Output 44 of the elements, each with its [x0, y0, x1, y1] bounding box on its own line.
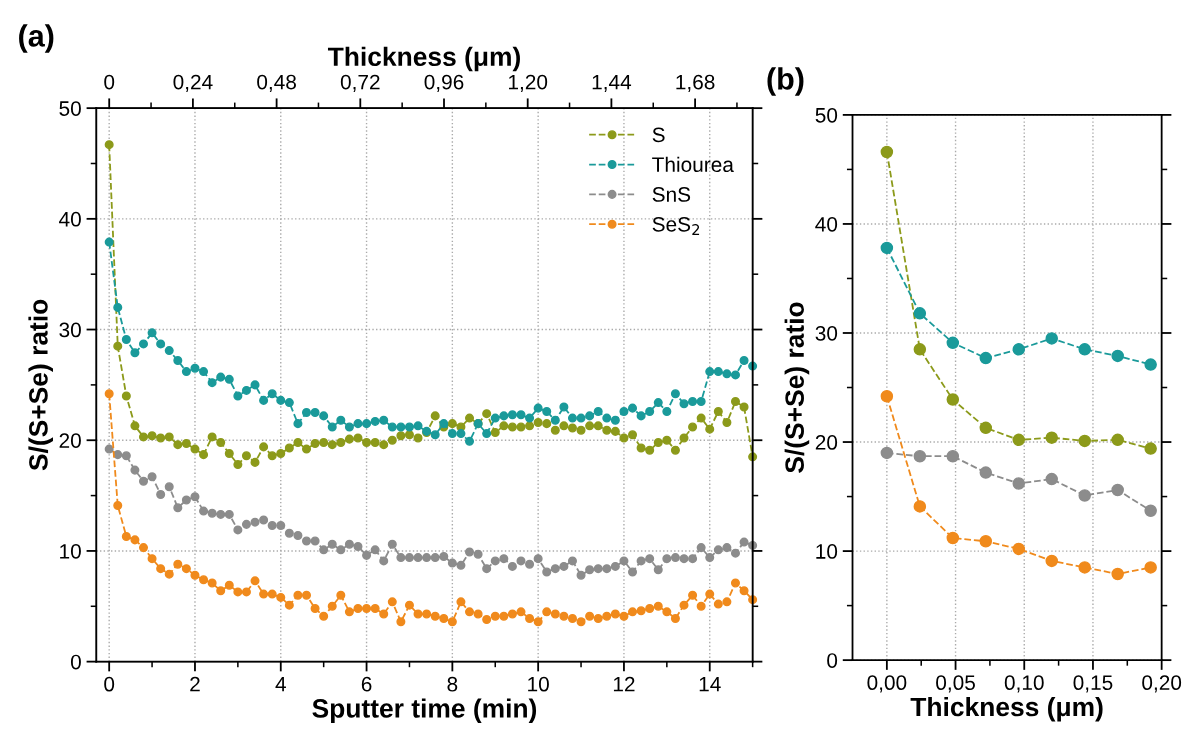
x-tick-label: 14 [699, 676, 721, 692]
y-axis-title: S/(S+Se) ratio [784, 302, 810, 473]
y-tick-label: 30 [59, 322, 81, 338]
y-tick-label: 40 [815, 216, 838, 232]
y-axis-title: S/(S+Se) ratio [28, 299, 53, 471]
x-tick-label: 0,20 [1142, 675, 1182, 693]
x-tick-label: 0,15 [1073, 675, 1113, 693]
y-tick-label: 0 [827, 653, 838, 668]
x-tick-label: 12 [613, 676, 635, 692]
legend-label: SeS$_{2}$ [652, 216, 700, 235]
x2-tick-label: 0,24 [173, 74, 213, 92]
x2-tick-label: 1,20 [509, 74, 548, 92]
x-tick-label: 2 [190, 676, 200, 692]
y-tick-label: 0 [70, 654, 81, 670]
legend-label: S [652, 127, 665, 143]
x-tick-label: 6 [361, 676, 372, 692]
y-tick-label: 20 [815, 435, 838, 450]
x2-axis-title: Thickness (μm) [327, 46, 520, 72]
x-axis-title: Sputter time (min) [312, 698, 537, 724]
y-tick-label: 50 [815, 107, 838, 123]
x-tick-label: 10 [528, 676, 549, 692]
x-tick-label: 8 [447, 676, 458, 692]
x-axis-title: Thickness (μm) [910, 696, 1103, 722]
legend-label: Thiourea [652, 156, 734, 173]
x-tick-label: 0,10 [1004, 675, 1044, 693]
x2-tick-label: 0 [104, 74, 115, 90]
chart-title: (a) [19, 24, 54, 53]
y-tick-label: 40 [59, 211, 81, 227]
x-tick-label: 4 [275, 676, 286, 692]
x2-tick-label: 0,96 [424, 74, 464, 92]
x-tick-label: 0,05 [936, 675, 975, 693]
y-tick-label: 50 [59, 101, 81, 116]
y-tick-label: 10 [816, 544, 838, 559]
x2-tick-label: 1,44 [592, 74, 632, 92]
y-tick-label: 30 [815, 325, 838, 341]
x2-tick-label: 1,68 [676, 74, 715, 92]
y-tick-label: 20 [59, 433, 81, 448]
x-tick-label: 0,00 [867, 675, 907, 693]
chart-title: (b) [767, 67, 804, 96]
x2-tick-label: 0,72 [340, 74, 380, 92]
x-tick-label: 0 [104, 676, 115, 692]
legend-label: SnS [652, 187, 691, 202]
y-tick-label: 10 [60, 543, 81, 559]
x2-tick-label: 0,48 [257, 74, 296, 92]
